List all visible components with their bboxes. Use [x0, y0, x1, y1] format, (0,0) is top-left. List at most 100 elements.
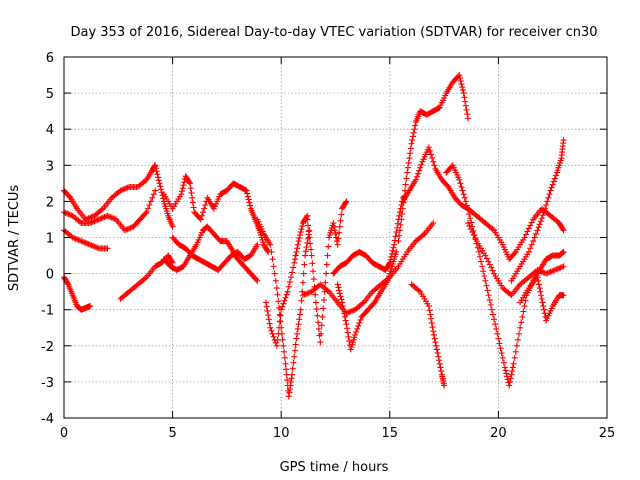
data-point [272, 277, 279, 284]
data-point [391, 237, 398, 244]
data-point [200, 209, 207, 216]
data-point [457, 75, 464, 82]
data-point [84, 240, 91, 247]
data-point [464, 111, 471, 118]
data-point [306, 234, 313, 241]
data-point [291, 256, 298, 263]
data-point [121, 185, 128, 192]
data-point [435, 105, 442, 112]
data-point [559, 249, 566, 256]
data-point [402, 181, 409, 188]
data-point [271, 270, 278, 277]
data-point [497, 345, 504, 352]
data-point [431, 162, 438, 169]
data-point [338, 211, 345, 218]
data-point [534, 227, 541, 234]
data-point [117, 187, 124, 194]
data-point [277, 312, 284, 319]
data-point [322, 279, 329, 286]
data-point [331, 227, 338, 234]
data-point [314, 312, 321, 319]
data-point [550, 267, 557, 274]
data-point [279, 303, 286, 310]
data-point [282, 294, 289, 301]
data-point [272, 339, 279, 346]
data-point [336, 287, 343, 294]
data-point [397, 221, 404, 228]
data-point [540, 269, 547, 276]
data-point [521, 234, 528, 241]
data-point [318, 330, 325, 337]
data-point [488, 264, 495, 271]
data-point [541, 209, 548, 216]
data-point [560, 227, 567, 234]
data-point [390, 244, 397, 251]
data-point [150, 191, 157, 198]
data-point [537, 218, 544, 225]
data-point [92, 217, 99, 224]
data-point [310, 276, 317, 283]
data-point [480, 268, 487, 275]
data-point [304, 235, 311, 242]
data-point [299, 279, 306, 286]
data-point [169, 223, 176, 230]
data-point [313, 306, 320, 313]
data-point [295, 321, 302, 328]
data-point [534, 274, 541, 281]
data-point [157, 183, 164, 190]
data-point [489, 311, 496, 318]
data-point [482, 252, 489, 259]
series [262, 212, 311, 349]
data-point [123, 185, 130, 192]
data-point [352, 331, 359, 338]
data-point [514, 336, 521, 343]
data-point [395, 238, 402, 245]
data-point [158, 186, 165, 193]
data-point [481, 273, 488, 280]
data-point [488, 306, 495, 313]
data-point [508, 371, 515, 378]
axis-ticks: 0 5 10 15 20 25 -4 -3 -2 -1 0 1 2 3 4 5 6 [41, 51, 615, 441]
data-point [548, 268, 555, 275]
data-point [467, 226, 474, 233]
data-point [493, 325, 500, 332]
data-point [159, 192, 166, 199]
data-point [156, 180, 163, 187]
data-point [486, 261, 493, 268]
data-point [87, 303, 94, 310]
data-point [300, 270, 307, 277]
data-point [296, 235, 303, 242]
data-point [433, 346, 440, 353]
data-point [264, 247, 271, 254]
data-point [552, 172, 559, 179]
data-point [507, 375, 514, 382]
data-point [522, 231, 529, 238]
data-point [124, 226, 131, 233]
data-point [495, 335, 502, 342]
data-point [356, 319, 363, 326]
data-point [418, 161, 425, 168]
data-point [466, 211, 473, 218]
x-tick-label: 0 [60, 426, 68, 441]
data-point [462, 98, 469, 105]
data-point [457, 78, 464, 85]
data-point [63, 210, 70, 217]
data-point [302, 252, 309, 259]
data-point [275, 330, 282, 337]
data-point [306, 227, 313, 234]
data-point [304, 290, 311, 297]
data-point [242, 186, 249, 193]
data-point [187, 185, 194, 192]
data-point [521, 303, 528, 310]
data-point [512, 348, 519, 355]
data-point [540, 303, 547, 310]
data-point [92, 244, 99, 251]
data-point [483, 282, 490, 289]
data-point [407, 145, 414, 152]
series [61, 227, 111, 252]
data-point [546, 269, 553, 276]
data-point [147, 198, 154, 205]
data-point [198, 212, 205, 219]
data-point [409, 137, 416, 144]
